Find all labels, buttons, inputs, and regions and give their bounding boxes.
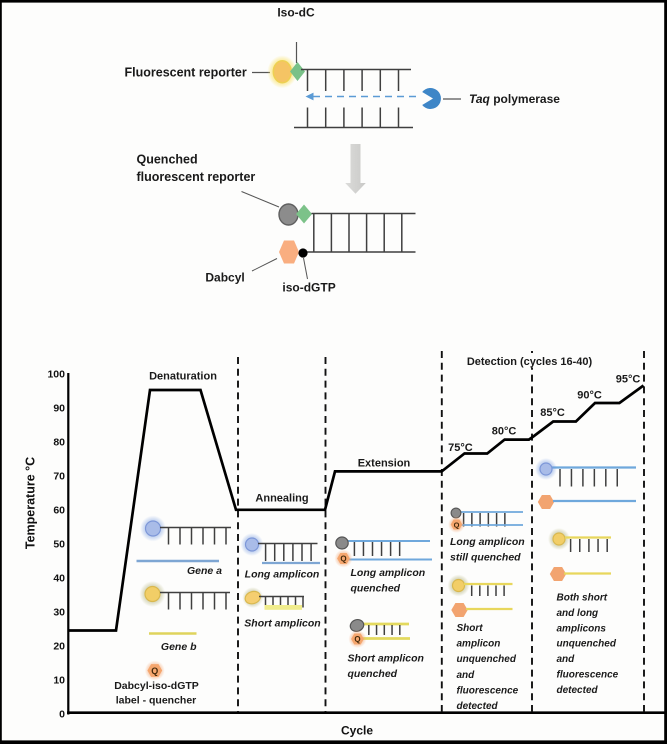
svg-text:Long amplicon: Long amplicon [450,536,525,548]
svg-text:Q: Q [340,554,346,563]
svg-text:80°C: 80°C [492,426,517,438]
svg-text:40: 40 [53,572,65,584]
svg-text:Short amplicon: Short amplicon [348,653,424,665]
svg-text:Gene a: Gene a [187,565,222,577]
svg-text:Long amplicon: Long amplicon [245,569,320,581]
svg-text:Gene b: Gene b [161,641,197,653]
svg-text:Taq polymerase: Taq polymerase [469,92,560,106]
svg-text:Dabcyl-iso-dGTP: Dabcyl-iso-dGTP [114,680,199,692]
svg-text:Dabcyl: Dabcyl [205,271,244,285]
svg-text:100: 100 [47,369,65,381]
svg-text:and long: and long [557,608,599,619]
svg-text:20: 20 [53,640,65,652]
svg-text:quenched: quenched [351,583,401,595]
svg-text:Detection (cycles 16-40): Detection (cycles 16-40) [467,356,593,368]
svg-text:detected: detected [457,701,499,712]
svg-text:quenched: quenched [348,668,398,680]
svg-text:30: 30 [53,606,65,618]
svg-text:95°C: 95°C [616,374,641,386]
svg-text:amplicon: amplicon [457,639,501,650]
svg-text:10: 10 [53,674,65,686]
svg-text:0: 0 [59,708,65,720]
svg-text:unquenched: unquenched [457,654,517,665]
svg-text:Long amplicon: Long amplicon [351,567,426,579]
svg-text:Extension: Extension [358,458,411,470]
svg-text:Q: Q [151,666,158,676]
svg-text:unquenched: unquenched [557,639,617,650]
svg-text:Short amplicon: Short amplicon [244,618,320,630]
svg-text:fluorescence: fluorescence [457,685,519,696]
svg-text:amplicons: amplicons [557,623,607,634]
svg-text:label - quencher: label - quencher [116,695,197,707]
svg-text:50: 50 [53,538,65,550]
svg-text:60: 60 [53,504,65,516]
svg-text:Quenched: Quenched [137,153,198,167]
svg-text:70: 70 [53,471,65,483]
svg-text:90: 90 [53,403,65,415]
svg-text:Annealing: Annealing [255,493,308,505]
svg-text:Q: Q [354,635,360,644]
svg-text:Short: Short [457,623,484,634]
svg-text:75°C: 75°C [448,442,473,454]
svg-text:and: and [557,654,576,665]
svg-text:iso-dGTP: iso-dGTP [282,281,335,295]
svg-text:90°C: 90°C [577,390,602,402]
svg-text:Q: Q [454,520,460,529]
svg-text:Fluorescent reporter: Fluorescent reporter [125,66,247,80]
svg-text:Temperature °C: Temperature °C [24,457,38,549]
svg-text:still quenched: still quenched [450,552,521,564]
svg-text:fluorescent reporter: fluorescent reporter [137,170,256,184]
svg-text:fluorescence: fluorescence [557,670,619,681]
svg-text:and: and [457,670,476,681]
svg-text:Denaturation: Denaturation [149,371,217,383]
svg-text:85°C: 85°C [540,407,565,419]
svg-text:Iso-dC: Iso-dC [277,6,315,20]
svg-text:80: 80 [53,437,65,449]
svg-text:Cycle: Cycle [341,724,373,738]
svg-text:Both short: Both short [557,593,608,604]
svg-text:detected: detected [557,685,599,696]
